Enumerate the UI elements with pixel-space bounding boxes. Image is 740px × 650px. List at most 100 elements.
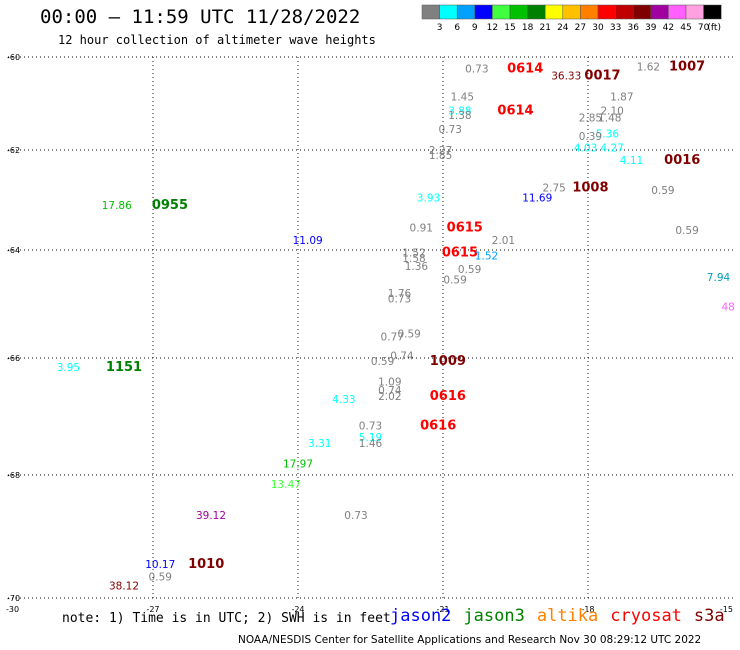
legend-swatch: [650, 4, 669, 20]
satellite-altika: altika: [536, 606, 599, 626]
satellite-s3a: s3a: [693, 606, 725, 626]
wave-height-label: 10.17: [145, 559, 175, 571]
legend-label: 9: [472, 23, 478, 33]
wave-height-label: 13.47: [271, 479, 301, 491]
lon-tick-label: -27: [146, 605, 159, 614]
wave-height-label: 0.74: [390, 350, 414, 362]
lat-tick-label: -70: [7, 594, 20, 603]
wave-height-label: 0.59: [458, 264, 481, 276]
legend-label: 21: [539, 23, 550, 33]
wave-height-label: 2.02: [378, 391, 401, 403]
legend-swatch: [562, 4, 581, 20]
legend-label: 45: [680, 23, 691, 33]
pass-time-label: 1009: [430, 354, 466, 369]
lon-tick-label: -24: [291, 605, 304, 614]
legend-label: 12: [487, 23, 498, 33]
wave-height-label: 38.12: [109, 581, 139, 593]
wave-height-label: 1.48: [598, 112, 621, 124]
pass-time-label: 0615: [442, 246, 478, 261]
legend-swatch: [509, 4, 528, 20]
wave-height-label: 3.93: [417, 193, 440, 205]
legend-swatch: [456, 4, 476, 20]
wave-height-label: 1.52: [475, 250, 498, 262]
wave-height-label: 1.58: [402, 253, 425, 265]
satellite-jason2: jason2: [390, 606, 452, 626]
wave-height-label: 0.74: [378, 385, 402, 397]
map-subtitle: 12 hour collection of altimeter wave hei…: [58, 33, 376, 47]
legend-label: 18: [522, 23, 534, 33]
legend-swatch: [439, 4, 458, 20]
wave-height-label: 1.87: [610, 92, 633, 104]
legend-label: 33: [610, 23, 621, 33]
wave-height-label: 1.76: [388, 288, 412, 300]
legend-label: 36: [627, 23, 639, 33]
wave-height-label: 11.69: [522, 193, 552, 205]
legend-label: 24: [557, 23, 569, 33]
wave-height-label: 1.62: [637, 61, 660, 73]
satellite-jason3: jason3: [463, 606, 525, 626]
pass-time-label: 0614: [507, 62, 543, 77]
pass-time-label: 0615: [447, 221, 483, 236]
wave-height-label: 2.85: [579, 112, 602, 124]
wave-height-label: 2.10: [600, 105, 623, 117]
legend-swatch: [597, 4, 616, 20]
wave-height-label: 0.73: [465, 64, 488, 76]
wave-height-label: 11.09: [293, 235, 323, 247]
legend-label: 70: [698, 23, 710, 33]
wave-height-label: 5.19: [359, 432, 382, 444]
wave-height-label: 0.73: [388, 294, 411, 306]
wave-height-label: 3.88: [448, 105, 471, 117]
wave-height-label: 1.36: [405, 261, 429, 273]
legend-label: 15: [504, 23, 515, 33]
pass-time-label: 0016: [664, 153, 700, 168]
legend-label: 6: [454, 23, 460, 33]
wave-height-label: 1.45: [451, 92, 474, 104]
legend-swatch: [632, 4, 652, 20]
pass-time-label: 0955: [152, 198, 188, 213]
wave-height-label: 0.59: [397, 329, 420, 341]
pass-time-label: 1008: [572, 181, 608, 196]
wave-height-label: 4.11: [620, 155, 643, 167]
lat-tick-label: -64: [7, 246, 20, 255]
lat-tick-label: -60: [7, 53, 20, 62]
legend-swatch: [668, 4, 687, 20]
legend-swatch: [492, 4, 511, 20]
legend-label: 39: [645, 23, 657, 33]
wave-height-label: 17.86: [102, 200, 132, 212]
map-grid: [8, 56, 733, 599]
footer-note: note: 1) Time is in UTC; 2) SWH is in fe…: [62, 611, 391, 626]
legend-swatch: [703, 4, 722, 20]
legend-unit: (ft): [707, 23, 721, 33]
wave-height-label: 0.73: [359, 420, 382, 432]
wave-height-label: 0.59: [149, 571, 172, 583]
wave-height-label: 1.52: [402, 248, 425, 260]
wave-height-label: 4.03: [574, 143, 597, 155]
pass-time-label: 0616: [420, 418, 456, 433]
wave-height-label: 0.73: [439, 124, 462, 136]
lon-tick-label: -21: [436, 605, 449, 614]
wave-height-label: 3.95: [57, 362, 80, 374]
wave-height-label: 2.75: [542, 183, 565, 195]
satellite-legend: jason2 jason3 altika cryosat s3a: [390, 606, 725, 626]
credit-line: NOAA/NESDIS Center for Satellite Applica…: [238, 634, 702, 646]
pass-time-label: 1151: [106, 360, 142, 375]
pass-time-label: 0017: [584, 69, 620, 84]
wave-height-label: 1.09: [378, 376, 401, 388]
wave-height-label: 0.59: [443, 275, 466, 287]
wave-height-label: 0.91: [410, 223, 433, 235]
legend-label: 27: [575, 23, 586, 33]
wave-height-label: 0.77: [381, 331, 404, 343]
legend-swatch: [544, 4, 564, 20]
wave-height-label: 1.85: [429, 150, 452, 162]
color-legend: 3 6 9 12 15 18 21 24 27 30 33 36 39 42 45 70(ft): [421, 4, 722, 33]
wave-height-label: 4.33: [332, 394, 355, 406]
wave-height-label: 2.01: [492, 235, 515, 247]
map-title: 00:00 – 11:59 UTC 11/28/2022: [40, 6, 361, 28]
wave-height-label: 0.73: [344, 510, 367, 522]
pass-time-label: 1007: [669, 59, 705, 74]
wave-height-label: 0.39: [579, 131, 602, 143]
axis-ticks: -60 -62 -64 -66 -68 -70 -27 -24 -21 -18 -15 -30: [6, 53, 733, 614]
pass-time-label: 1010: [188, 557, 224, 572]
